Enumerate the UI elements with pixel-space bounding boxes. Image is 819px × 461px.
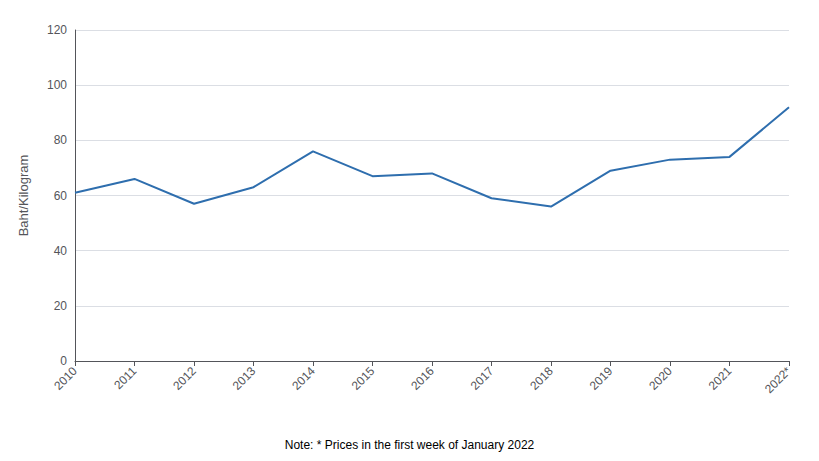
- svg-text:2012: 2012: [170, 364, 199, 393]
- svg-text:2013: 2013: [230, 364, 259, 393]
- svg-text:80: 80: [54, 133, 68, 147]
- svg-text:100: 100: [47, 78, 67, 92]
- svg-text:2014: 2014: [289, 364, 318, 393]
- svg-text:40: 40: [54, 244, 68, 258]
- svg-text:2015: 2015: [349, 364, 378, 393]
- svg-text:2017: 2017: [468, 364, 497, 393]
- svg-text:2018: 2018: [527, 364, 556, 393]
- svg-text:Baht/Kilogram: Baht/Kilogram: [16, 155, 31, 237]
- svg-text:2011: 2011: [111, 364, 139, 392]
- svg-text:2010: 2010: [51, 364, 80, 393]
- svg-text:2021: 2021: [706, 364, 735, 393]
- svg-text:0: 0: [60, 354, 67, 368]
- svg-text:20: 20: [54, 299, 68, 313]
- svg-text:2016: 2016: [408, 364, 437, 393]
- svg-text:2020: 2020: [646, 364, 675, 393]
- svg-text:60: 60: [54, 189, 68, 203]
- svg-text:2019: 2019: [587, 364, 616, 393]
- svg-text:2022*: 2022*: [762, 364, 794, 396]
- svg-text:120: 120: [47, 23, 67, 37]
- svg-text:Note: * Prices in the first we: Note: * Prices in the first week of Janu…: [285, 438, 535, 452]
